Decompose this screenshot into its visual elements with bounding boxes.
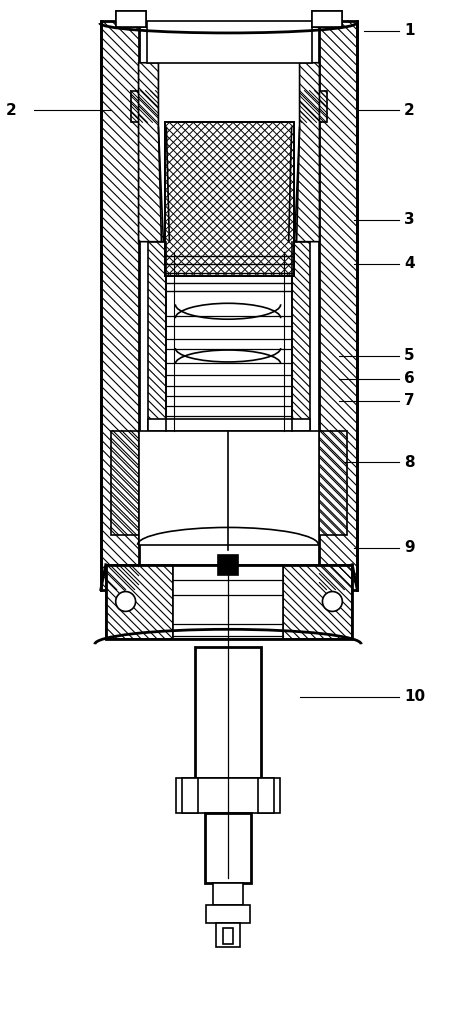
Bar bbox=[319, 21, 357, 589]
Polygon shape bbox=[138, 63, 163, 242]
Bar bbox=[176, 779, 279, 813]
Text: 3: 3 bbox=[403, 212, 414, 227]
Bar bbox=[173, 565, 282, 639]
Bar bbox=[282, 565, 352, 639]
Bar bbox=[148, 419, 309, 430]
Bar bbox=[213, 883, 242, 905]
Bar bbox=[299, 91, 327, 122]
Bar bbox=[106, 565, 173, 639]
Text: 2: 2 bbox=[6, 103, 17, 118]
Text: 4: 4 bbox=[403, 256, 414, 271]
Bar bbox=[178, 570, 207, 634]
Circle shape bbox=[322, 591, 341, 611]
Bar bbox=[312, 11, 341, 27]
Text: 1: 1 bbox=[403, 24, 414, 38]
Circle shape bbox=[116, 591, 135, 611]
Bar bbox=[216, 922, 240, 947]
Bar bbox=[223, 927, 232, 944]
Bar bbox=[130, 91, 158, 122]
Bar bbox=[182, 779, 198, 813]
Bar bbox=[148, 242, 166, 430]
Text: 10: 10 bbox=[403, 690, 424, 704]
Bar bbox=[138, 430, 319, 545]
Bar bbox=[257, 779, 273, 813]
Polygon shape bbox=[294, 63, 319, 242]
Bar bbox=[319, 430, 347, 535]
Bar bbox=[206, 905, 249, 922]
Bar bbox=[146, 21, 311, 63]
Bar bbox=[101, 21, 138, 589]
Text: 2: 2 bbox=[403, 103, 414, 118]
Text: 8: 8 bbox=[403, 455, 414, 469]
Bar bbox=[165, 122, 293, 276]
Text: 9: 9 bbox=[403, 541, 414, 555]
Bar bbox=[165, 122, 293, 276]
Bar bbox=[111, 430, 138, 535]
Bar bbox=[116, 11, 145, 27]
Bar bbox=[205, 813, 250, 883]
Bar bbox=[106, 565, 352, 639]
Bar bbox=[218, 555, 237, 575]
Bar bbox=[116, 11, 145, 27]
Bar bbox=[291, 242, 309, 430]
Bar bbox=[165, 122, 293, 276]
Text: 7: 7 bbox=[403, 393, 414, 408]
Bar bbox=[312, 11, 341, 27]
Bar bbox=[247, 570, 277, 634]
Bar bbox=[195, 647, 260, 779]
Text: 5: 5 bbox=[403, 348, 414, 364]
Text: 6: 6 bbox=[403, 371, 414, 387]
